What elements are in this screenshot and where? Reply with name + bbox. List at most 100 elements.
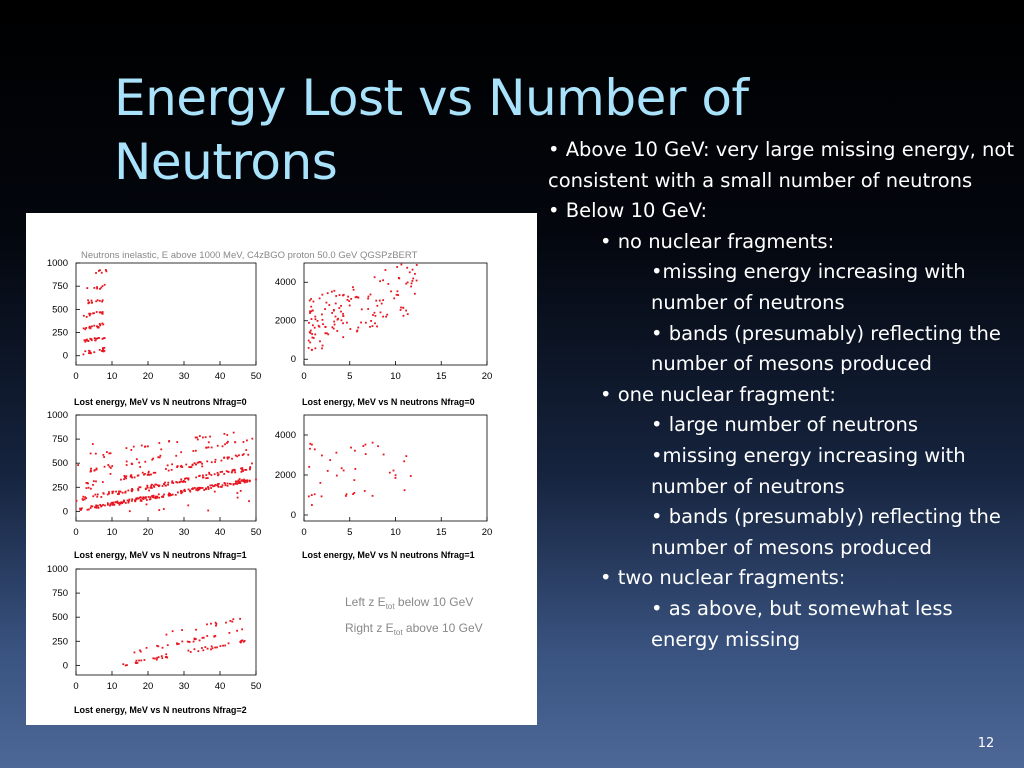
data-point: [135, 458, 138, 461]
data-point: [201, 465, 204, 468]
data-point: [414, 272, 416, 275]
data-point: [85, 315, 88, 318]
data-point: [83, 498, 86, 501]
data-point: [312, 324, 314, 327]
data-point: [406, 281, 409, 284]
data-point: [91, 325, 93, 328]
data-point: [382, 299, 385, 302]
data-point: [88, 312, 91, 315]
data-point: [319, 481, 322, 484]
data-point: [241, 639, 243, 642]
data-point: [399, 309, 402, 311]
data-point: [101, 322, 104, 325]
data-point: [144, 460, 147, 463]
data-point: [356, 329, 359, 332]
data-point: [166, 464, 169, 467]
data-point: [371, 325, 374, 328]
data-point: [216, 646, 218, 649]
data-point: [220, 459, 223, 462]
data-point: [367, 295, 370, 298]
data-point: [210, 461, 213, 464]
y-tick-label: 750: [52, 434, 68, 445]
data-point: [147, 471, 150, 474]
data-point: [152, 471, 155, 474]
y-tick-label: 250: [52, 482, 68, 493]
data-point: [122, 663, 125, 666]
data-point: [130, 449, 133, 451]
data-point: [92, 480, 95, 483]
data-point: [95, 311, 98, 313]
x-tick-label: 40: [215, 371, 226, 382]
data-point: [307, 339, 310, 342]
data-point: [226, 434, 229, 436]
data-point: [180, 492, 183, 495]
data-point: [184, 481, 187, 483]
data-point: [151, 496, 154, 498]
data-point: [246, 480, 249, 483]
data-point: [196, 487, 198, 490]
data-point: [192, 450, 195, 452]
data-point: [98, 299, 101, 302]
data-point: [153, 486, 156, 488]
bullet-item: •missing energy increasing with number o…: [651, 443, 966, 498]
data-point: [217, 473, 220, 476]
data-point: [150, 473, 152, 476]
data-point: [227, 470, 230, 473]
data-point: [371, 441, 374, 444]
data-point: [226, 482, 229, 485]
data-point: [196, 436, 198, 439]
data-point: [195, 488, 198, 491]
data-point: [97, 326, 100, 329]
data-point: [140, 659, 143, 662]
data-point: [409, 475, 412, 477]
data-point: [109, 503, 112, 506]
y-tick-label: 4000: [275, 430, 296, 441]
data-point: [232, 483, 235, 486]
data-point: [180, 489, 182, 492]
data-point: [152, 457, 155, 460]
data-point: [321, 347, 323, 350]
data-point: [183, 489, 185, 492]
data-point: [187, 477, 189, 480]
data-point: [206, 635, 209, 637]
data-point: [213, 473, 216, 476]
data-point: [163, 493, 166, 496]
data-point: [314, 318, 317, 321]
data-point: [231, 457, 233, 460]
data-point: [193, 637, 196, 640]
scatter-figure: Neutrons inelastic, E above 1000 MeV, C4…: [26, 213, 537, 725]
x-tick-label: 20: [143, 527, 154, 538]
data-point: [236, 480, 239, 483]
data-point: [207, 446, 210, 449]
data-point: [213, 485, 216, 487]
bullet-item: • bands (presumably) reflecting the numb…: [651, 321, 1001, 376]
data-point: [374, 314, 377, 317]
data-point: [139, 499, 142, 502]
data-point: [135, 659, 138, 662]
data-point: [127, 500, 130, 503]
data-point: [380, 302, 383, 305]
y-tick-label: 0: [63, 660, 68, 671]
data-point: [207, 488, 210, 490]
data-point: [309, 447, 311, 450]
data-point: [170, 468, 173, 471]
data-point: [130, 489, 133, 492]
data-point: [357, 296, 360, 299]
data-point: [215, 623, 218, 625]
data-point: [198, 486, 201, 489]
data-point: [204, 646, 207, 649]
data-point: [87, 486, 90, 489]
data-point: [207, 441, 210, 444]
data-point: [369, 293, 372, 296]
y-tick-label: 0: [63, 351, 68, 362]
data-point: [124, 476, 126, 479]
data-point: [405, 455, 408, 457]
data-point: [94, 506, 96, 509]
data-point: [394, 474, 397, 477]
data-point: [187, 478, 190, 481]
x-axis-label: Lost energy, MeV vs N neutrons Nfrag=0: [302, 397, 475, 407]
data-point: [314, 333, 317, 336]
data-point: [87, 299, 89, 302]
x-tick-label: 20: [143, 371, 154, 382]
data-point: [355, 295, 358, 298]
